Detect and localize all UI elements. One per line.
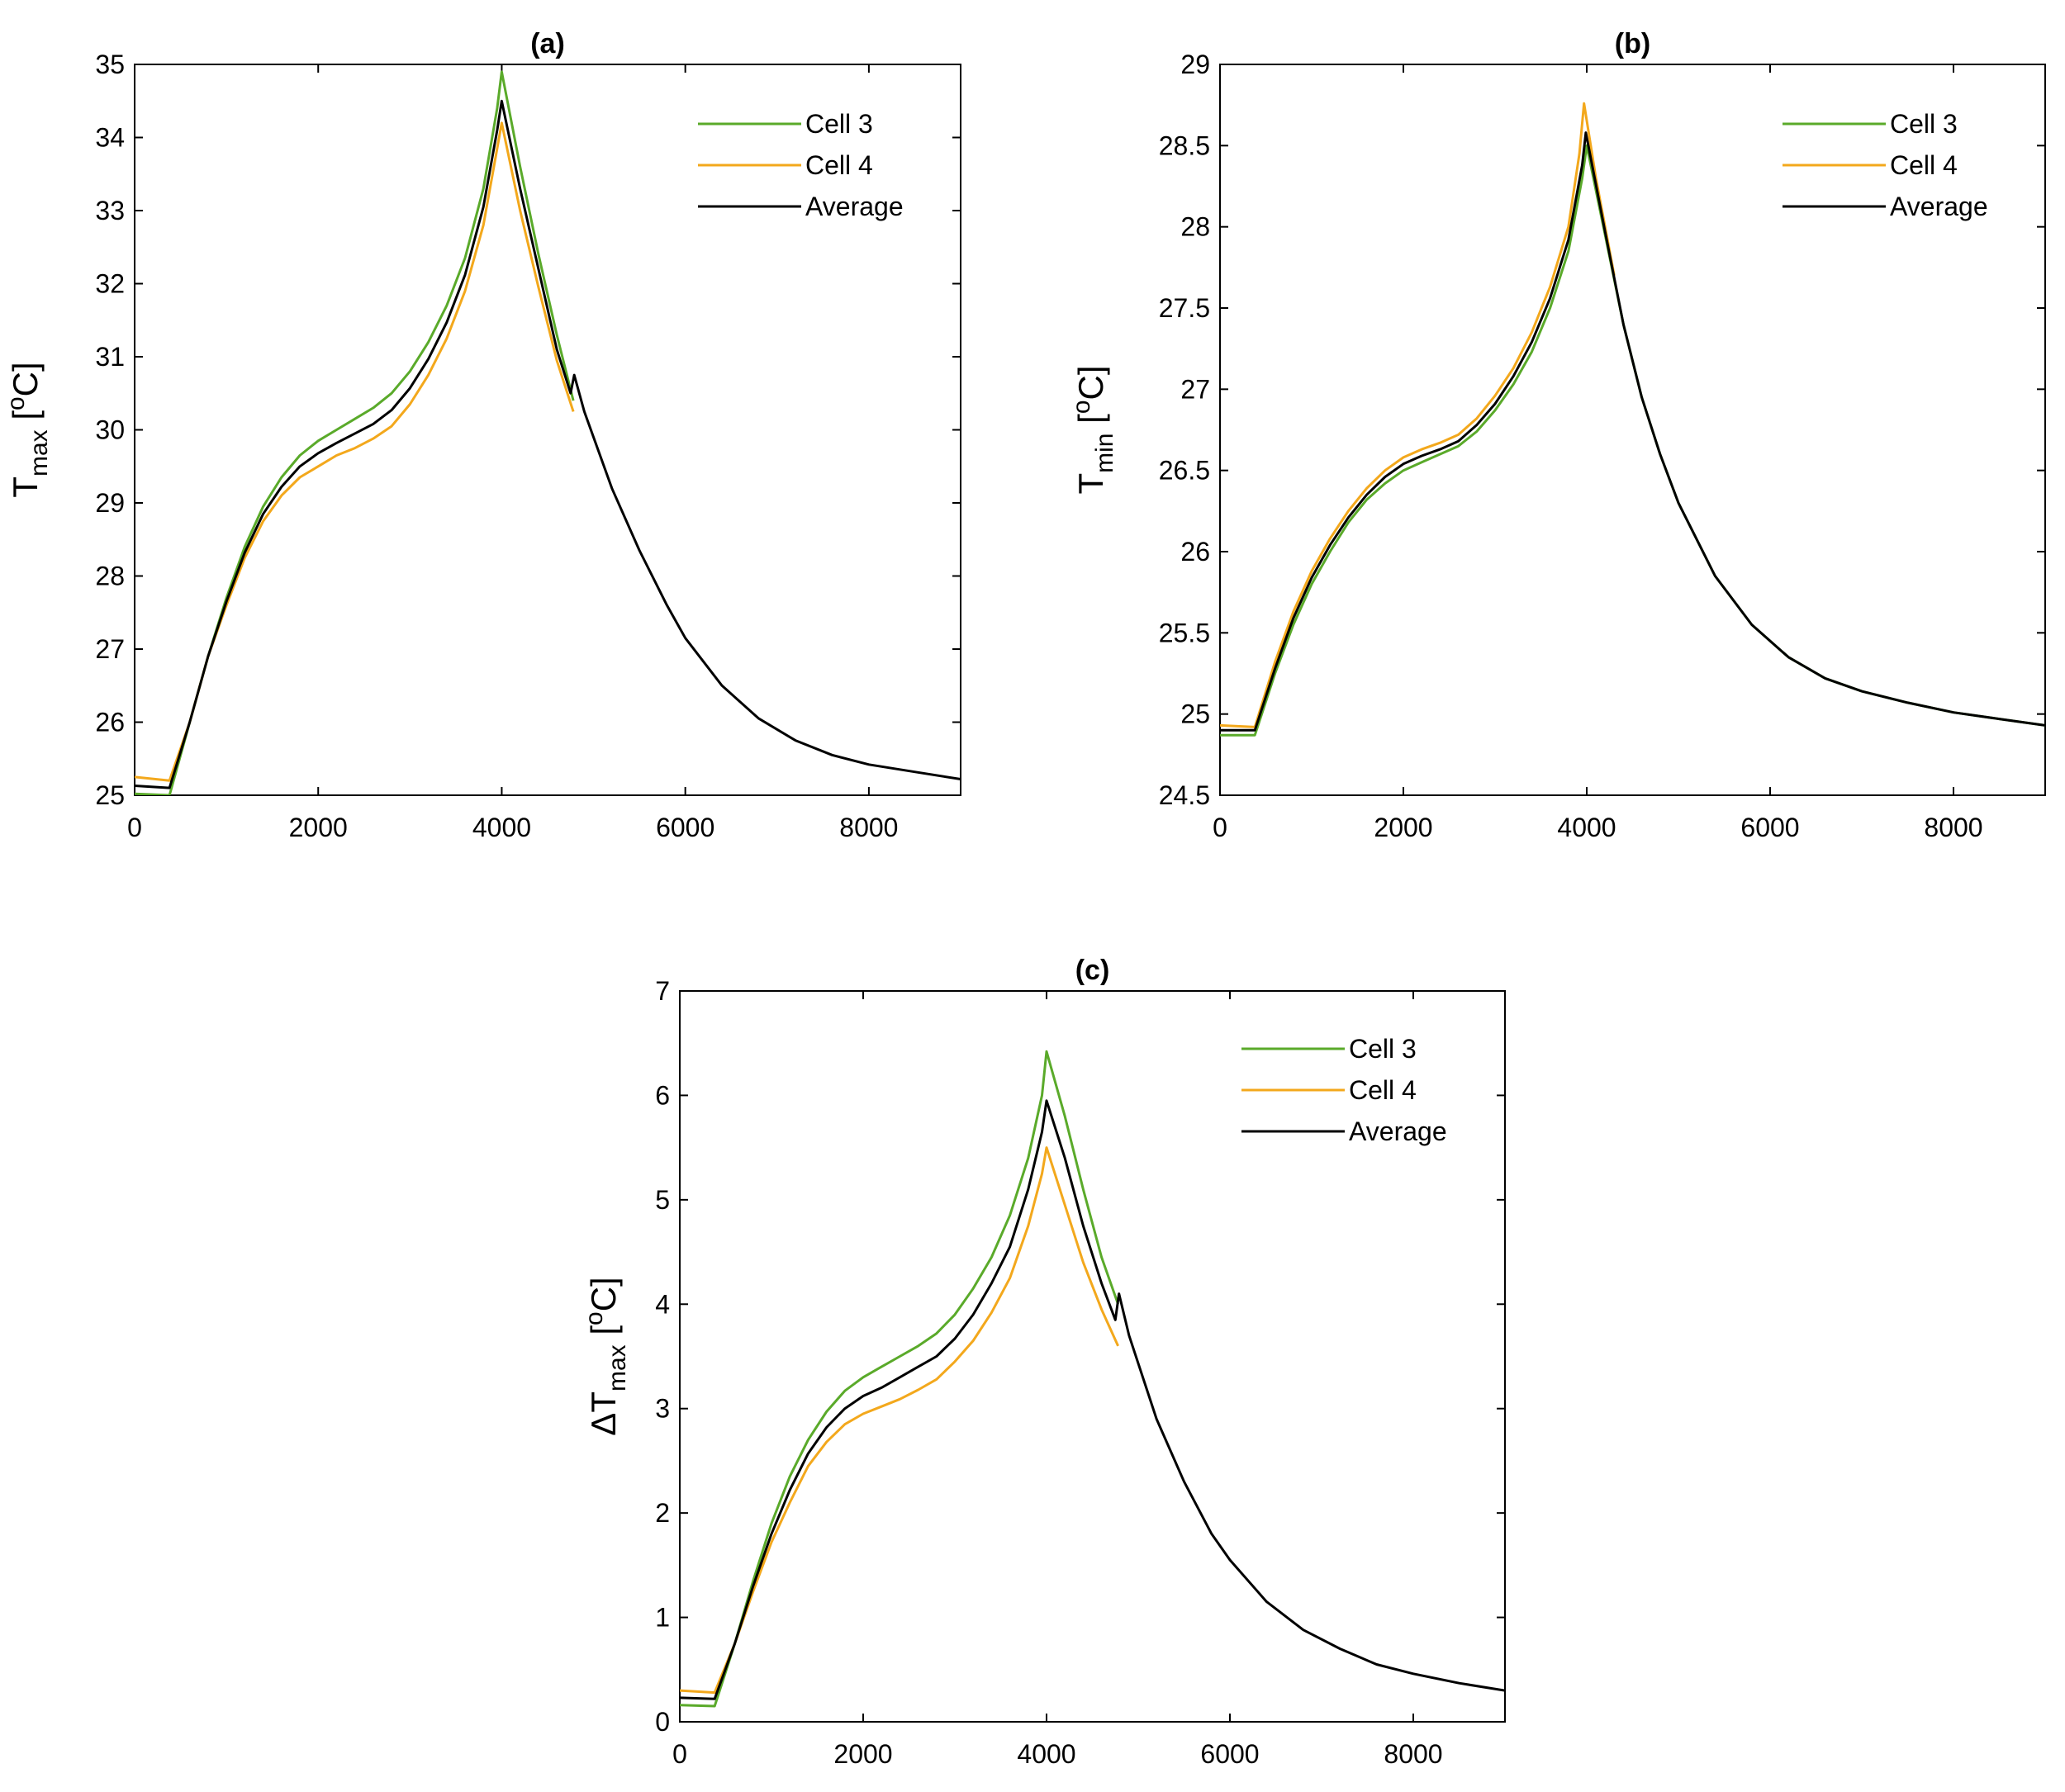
y-tick-label: 30 — [95, 415, 125, 445]
series-group — [1220, 102, 2045, 737]
y-label-unit-sup: o — [1068, 400, 1095, 414]
y-tick-label: 2 — [655, 1498, 670, 1528]
x-tick-label: 2000 — [1374, 813, 1432, 842]
y-tick-label: 4 — [655, 1289, 670, 1319]
y-label-unit-open: [ — [1071, 414, 1110, 424]
y-label-sub: max — [26, 429, 53, 476]
y-tick-label: 33 — [95, 196, 125, 225]
x-tick-label: 2000 — [833, 1739, 892, 1769]
series-line-cell-3 — [680, 1050, 1120, 1708]
y-tick-label: 27 — [1180, 374, 1210, 404]
chart-title: (a) — [530, 28, 565, 59]
legend-label: Cell 3 — [1890, 109, 1958, 139]
y-tick-label: 35 — [95, 50, 125, 79]
y-tick-label: 29 — [95, 488, 125, 518]
series-line-cell-3 — [135, 70, 575, 795]
y-axis-label: Tmax [oC] — [2, 362, 53, 497]
axes-box — [1219, 64, 2046, 796]
y-label-main: T — [6, 476, 45, 498]
series-line-average — [1220, 131, 2045, 732]
legend-label: Average — [805, 192, 904, 221]
legend-label: Cell 3 — [1349, 1034, 1417, 1064]
y-tick-label: 6 — [655, 1080, 670, 1110]
x-tick-label: 4000 — [1017, 1739, 1075, 1769]
panel-a: (a) 0 2000 4000 6000 8000 25 26 27 28 29 30 31 32 33 34… — [2, 28, 961, 842]
series-group — [680, 1050, 1505, 1708]
y-axis-label: ΔTmax [oC] — [581, 1277, 631, 1435]
series-line-cell-4 — [680, 1146, 1119, 1695]
y-label-sub: max — [604, 1344, 631, 1391]
y-tick-label: 25 — [1180, 699, 1210, 729]
y-tick-label: 26.5 — [1159, 456, 1210, 486]
axes-box — [679, 990, 1506, 1723]
y-label-unit-open: [ — [6, 410, 45, 420]
x-tick-label: 8000 — [1384, 1739, 1442, 1769]
x-tick-label: 6000 — [656, 813, 714, 842]
y-tick-label: 25 — [95, 780, 125, 810]
y-label-sub: min — [1091, 434, 1118, 473]
x-tick-label: 6000 — [1200, 1739, 1259, 1769]
legend-label: Cell 3 — [805, 109, 873, 139]
y-tick-label: 5 — [655, 1185, 670, 1215]
panel-b: (b) 0 2000 4000 6000 8000 24.5 25 25.5 26 26.5 27 27… — [1068, 28, 2046, 842]
x-tick-label: 8000 — [1924, 813, 1982, 842]
x-tick-label: 2000 — [289, 813, 348, 842]
y-label-unit-rest: C] — [584, 1277, 623, 1311]
y-label-main: T — [1071, 473, 1110, 495]
legend-label: Average — [1349, 1116, 1447, 1146]
x-tick-label: 0 — [672, 1739, 687, 1769]
y-tick-label: 27 — [95, 634, 125, 664]
y-label-unit-sup: o — [2, 396, 30, 410]
y-tick-label: 29 — [1180, 50, 1210, 79]
x-tick-label: 0 — [127, 813, 142, 842]
series-line-cell-4 — [1220, 102, 1616, 728]
series-line-average — [680, 1099, 1505, 1700]
y-tick-label: 25.5 — [1159, 618, 1210, 647]
y-label-unit-sup: o — [581, 1311, 608, 1325]
y-tick-label: 26 — [1180, 537, 1210, 567]
legend-label: Cell 4 — [805, 150, 873, 180]
series-group — [135, 70, 961, 795]
y-tick-label: 3 — [655, 1394, 670, 1424]
x-tick-label: 4000 — [1557, 813, 1616, 842]
y-tick-label: 32 — [95, 269, 125, 299]
legend-label: Cell 4 — [1890, 150, 1958, 180]
y-label-unit-rest: C] — [1071, 365, 1110, 400]
y-tick-label: 31 — [95, 342, 125, 372]
y-label-space — [1071, 424, 1110, 434]
chart-title: (c) — [1075, 955, 1110, 986]
x-tick-label: 4000 — [472, 813, 531, 842]
series-line-average — [135, 99, 961, 789]
y-tick-label: 34 — [95, 123, 125, 153]
y-label-space — [584, 1335, 623, 1345]
legend-label: Cell 4 — [1349, 1075, 1417, 1105]
y-tick-label: 24.5 — [1159, 780, 1210, 810]
y-label-space — [6, 420, 45, 430]
y-tick-label: 1 — [655, 1603, 670, 1633]
y-tick-label: 28 — [95, 562, 125, 591]
y-tick-label: 26 — [95, 708, 125, 737]
y-label-unit-rest: C] — [6, 362, 45, 396]
y-tick-label: 7 — [655, 976, 670, 1006]
y-tick-label: 27.5 — [1159, 293, 1210, 323]
x-tick-label: 0 — [1213, 813, 1227, 842]
y-tick-label: 0 — [655, 1707, 670, 1737]
x-tick-label: 8000 — [839, 813, 898, 842]
x-tick-label: 6000 — [1740, 813, 1799, 842]
legend-label: Average — [1890, 192, 1988, 221]
panel-c: (c) 0 2000 4000 6000 8000 0 1 2 3 4 5 6 7 ΔTmax [oC] Ce… — [581, 955, 1506, 1769]
y-axis-label: Tmin [oC] — [1068, 365, 1118, 494]
y-tick-label: 28 — [1180, 212, 1210, 242]
y-label-unit-open: [ — [584, 1325, 623, 1335]
series-line-cell-3 — [1220, 144, 2045, 737]
chart-title: (b) — [1615, 28, 1650, 59]
y-label-main: ΔT — [584, 1391, 623, 1436]
y-tick-label: 28.5 — [1159, 130, 1210, 160]
